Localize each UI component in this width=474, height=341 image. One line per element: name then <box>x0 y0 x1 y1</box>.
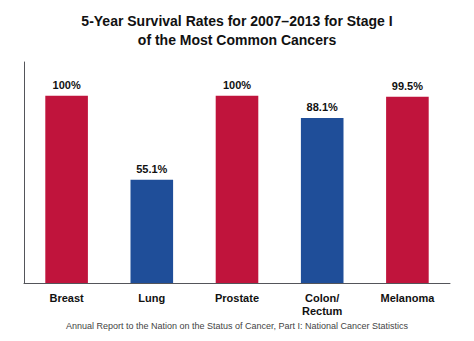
svg-text:Lung: Lung <box>138 292 165 304</box>
svg-text:88.1%: 88.1% <box>307 101 338 113</box>
svg-text:Prostate: Prostate <box>215 292 259 304</box>
svg-text:Breast: Breast <box>49 292 84 304</box>
svg-text:5-Year Survival Rates for 2007: 5-Year Survival Rates for 2007–2013 for … <box>81 13 392 29</box>
svg-text:Rectum: Rectum <box>302 305 343 317</box>
svg-text:55.1%: 55.1% <box>136 163 167 175</box>
svg-text:99.5%: 99.5% <box>392 80 423 92</box>
svg-text:100%: 100% <box>223 79 251 91</box>
svg-text:Melanoma: Melanoma <box>381 292 436 304</box>
svg-text:Colon/: Colon/ <box>305 292 339 304</box>
svg-text:of the Most Common Cancers: of the Most Common Cancers <box>138 32 337 48</box>
svg-text:Annual Report to the Nation on: Annual Report to the Nation on the Statu… <box>66 321 409 331</box>
svg-text:100%: 100% <box>53 79 81 91</box>
